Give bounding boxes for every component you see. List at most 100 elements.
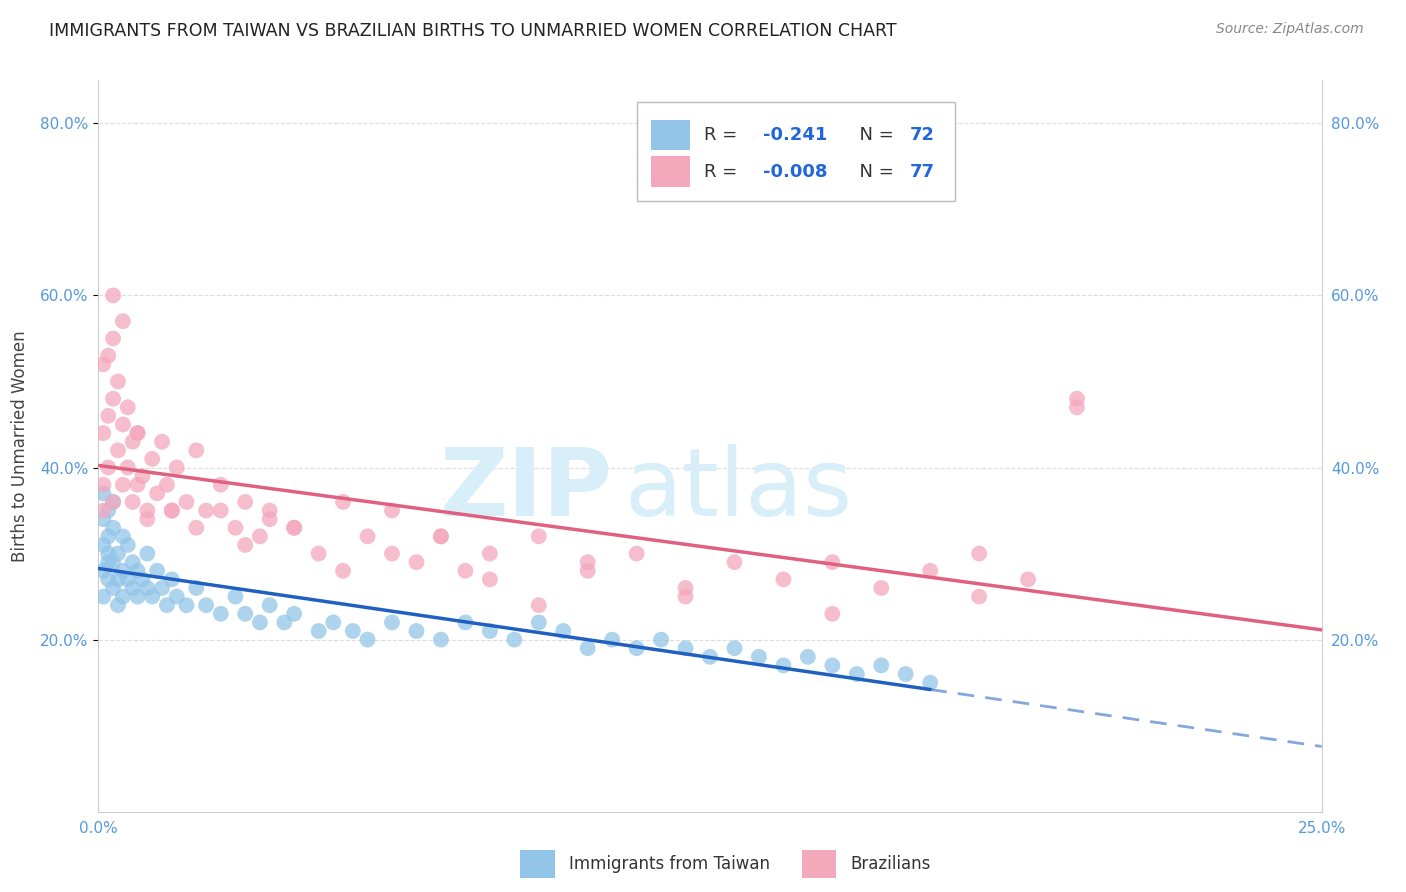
Point [91, 486, 114, 500]
Point [699, 649, 721, 664]
Point [209, 607, 232, 621]
Point [131, 469, 153, 483]
Point [141, 590, 163, 604]
Text: Brazilians: Brazilians [851, 855, 931, 873]
Point [283, 607, 305, 621]
Point [136, 503, 159, 517]
Point [136, 581, 159, 595]
Point [195, 503, 218, 517]
Point [920, 675, 942, 690]
Point [101, 495, 124, 509]
Text: R =: R = [704, 162, 742, 181]
Point [107, 598, 129, 612]
Point [117, 573, 139, 587]
Point [381, 547, 404, 561]
Text: 77: 77 [910, 162, 935, 181]
Point [723, 641, 745, 656]
Point [224, 590, 246, 604]
Text: IMMIGRANTS FROM TAIWAN VS BRAZILIAN BIRTHS TO UNMARRIED WOMEN CORRELATION CHART: IMMIGRANTS FROM TAIWAN VS BRAZILIAN BIRT… [49, 22, 897, 40]
Point [101, 495, 124, 509]
Point [342, 624, 364, 638]
Point [186, 581, 208, 595]
FancyBboxPatch shape [637, 103, 955, 201]
Text: 72: 72 [910, 126, 935, 145]
Point [97, 460, 120, 475]
Point [894, 667, 917, 681]
Point [160, 503, 183, 517]
Point [101, 288, 124, 302]
Point [308, 624, 330, 638]
Point [97, 547, 120, 561]
Text: N =: N = [848, 162, 900, 181]
Point [156, 477, 179, 491]
Point [259, 512, 281, 526]
Point [527, 615, 550, 630]
Point [478, 547, 501, 561]
Point [91, 503, 114, 517]
Point [91, 512, 114, 526]
Point [233, 538, 256, 552]
Point [117, 538, 139, 552]
Point [111, 590, 134, 604]
Point [405, 624, 427, 638]
Point [870, 581, 893, 595]
Point [356, 632, 378, 647]
Point [527, 598, 550, 612]
Point [430, 529, 453, 543]
Y-axis label: Births to Unmarried Women: Births to Unmarried Women [11, 330, 30, 562]
Point [821, 658, 844, 673]
Point [195, 598, 218, 612]
Point [156, 598, 179, 612]
Point [117, 460, 139, 475]
Point [111, 529, 134, 543]
Point [967, 547, 990, 561]
Point [127, 426, 149, 441]
Point [97, 529, 120, 543]
Point [1017, 573, 1039, 587]
Point [675, 641, 697, 656]
Point [675, 590, 697, 604]
Point [166, 460, 188, 475]
Point [97, 573, 120, 587]
Text: ZIP: ZIP [439, 444, 612, 536]
Point [97, 503, 120, 517]
Point [233, 607, 256, 621]
Text: Source: ZipAtlas.com: Source: ZipAtlas.com [1216, 22, 1364, 37]
Point [576, 564, 599, 578]
Point [920, 564, 942, 578]
Point [91, 477, 114, 491]
Point [1066, 392, 1088, 406]
Point [797, 649, 820, 664]
Point [107, 443, 129, 458]
Point [332, 495, 354, 509]
Text: -0.008: -0.008 [762, 162, 827, 181]
Point [146, 564, 169, 578]
Point [675, 581, 697, 595]
Point [381, 615, 404, 630]
Point [111, 564, 134, 578]
Point [650, 632, 672, 647]
Point [117, 401, 139, 415]
Point [97, 555, 120, 569]
Text: R =: R = [704, 126, 742, 145]
Point [332, 564, 354, 578]
Point [626, 641, 648, 656]
Point [723, 555, 745, 569]
Point [748, 649, 770, 664]
Point [146, 486, 169, 500]
Text: N =: N = [848, 126, 900, 145]
Point [405, 555, 427, 569]
Point [273, 615, 295, 630]
Point [111, 477, 134, 491]
Point [91, 564, 114, 578]
Point [308, 547, 330, 561]
Point [141, 451, 163, 466]
Point [233, 495, 256, 509]
Point [283, 521, 305, 535]
Point [160, 573, 183, 587]
Point [101, 581, 124, 595]
Point [430, 529, 453, 543]
Point [576, 555, 599, 569]
Point [176, 598, 198, 612]
Point [600, 632, 623, 647]
